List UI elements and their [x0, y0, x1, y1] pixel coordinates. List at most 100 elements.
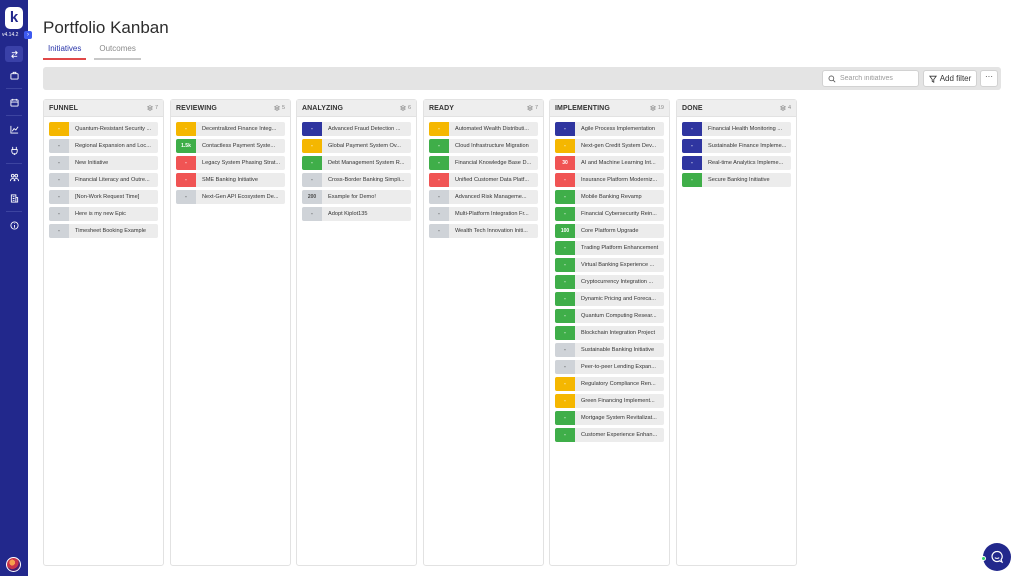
card-title: Advanced Risk Manageme... [455, 194, 527, 200]
card-badge: - [429, 207, 449, 221]
column-count: 6 [399, 105, 411, 111]
initiative-card[interactable]: - Insurance Platform Moderniz... [555, 173, 664, 187]
initiative-card[interactable]: - Quantum-Resistant Security ... [49, 122, 158, 136]
initiative-card[interactable]: - Advanced Risk Manageme... [429, 190, 538, 204]
initiative-card[interactable]: - Peer-to-peer Lending Expan... [555, 360, 664, 374]
card-list: - Automated Wealth Distributi... - Cloud In… [424, 117, 543, 246]
initiative-card[interactable]: - Wealth Tech Innovation Initi... [429, 224, 538, 238]
chat-launcher-button[interactable] [983, 543, 1011, 571]
initiative-card[interactable]: 100 Core Platform Upgrade [555, 224, 664, 238]
initiative-card[interactable]: - Here is my new Epic [49, 207, 158, 221]
initiative-card[interactable]: - Mortgage System Revitalizat... [555, 411, 664, 425]
card-badge: - [49, 190, 69, 204]
initiative-card[interactable]: - Legacy System Phasing Strat... [176, 156, 285, 170]
tab-outcomes[interactable]: Outcomes [94, 44, 141, 60]
initiative-card[interactable]: - Unified Customer Data Platf... [429, 173, 538, 187]
card-title: Adopt Kiplot135 [328, 211, 368, 217]
column-count-value: 6 [407, 105, 411, 111]
initiative-card[interactable]: - Debt Management System R... [302, 156, 411, 170]
column-header: FUNNEL 7 [44, 100, 163, 117]
initiative-card[interactable]: - Global Payment System Ov... [302, 139, 411, 153]
initiative-card[interactable]: - Cross-Border Banking Simpli... [302, 173, 411, 187]
initiative-card[interactable]: - Decentralized Finance Integ... [176, 122, 285, 136]
initiative-card[interactable]: - Financial Literacy and Outre... [49, 173, 158, 187]
sidebar-divider [6, 115, 22, 116]
initiative-card[interactable]: - Mobile Banking Revamp [555, 190, 664, 204]
sidebar-item-organization[interactable] [5, 190, 23, 206]
initiative-card[interactable]: - Financial Knowledge Base D... [429, 156, 538, 170]
initiative-card[interactable]: - Next-Gen API Ecosystem De... [176, 190, 285, 204]
initiative-card[interactable]: - Regional Expansion and Loc... [49, 139, 158, 153]
initiative-card[interactable]: - Virtual Banking Experience ... [555, 258, 664, 272]
column-title: FUNNEL [49, 104, 78, 112]
building-icon [10, 193, 18, 203]
initiative-card[interactable]: - Sustainable Finance Impleme... [682, 139, 791, 153]
card-badge: - [555, 122, 575, 136]
sidebar-item-teams[interactable] [5, 169, 23, 185]
initiative-card[interactable]: - Blockchain Integration Project [555, 326, 664, 340]
card-badge: - [555, 207, 575, 221]
column-analyzing: ANALYZING 6- Advanced Fraud Detection ... -… [296, 99, 417, 566]
sidebar-item-portfolio[interactable] [5, 46, 23, 62]
initiative-card[interactable]: 30 AI and Machine Learning Int... [555, 156, 664, 170]
card-badge: - [302, 207, 322, 221]
card-title: Sustainable Finance Impleme... [708, 143, 787, 149]
board-toolbar: Add filter ··· [43, 67, 1001, 90]
add-filter-button[interactable]: Add filter [923, 70, 977, 87]
card-badge: - [555, 275, 575, 289]
initiative-card[interactable]: - Financial Health Monitoring ... [682, 122, 791, 136]
initiative-card[interactable]: - Sustainable Banking Initiative [555, 343, 664, 357]
card-title: Cryptocurrency Integration ... [581, 279, 654, 285]
initiative-card[interactable]: - New Initiative [49, 156, 158, 170]
initiative-card[interactable]: - Automated Wealth Distributi... [429, 122, 538, 136]
initiative-card[interactable]: - Next-gen Credit System Dev... [555, 139, 664, 153]
initiative-card[interactable]: - Cryptocurrency Integration ... [555, 275, 664, 289]
initiative-card[interactable]: - [Non-Work Request Time] [49, 190, 158, 204]
search-input[interactable] [840, 75, 915, 82]
initiative-card[interactable]: - Real-time Analytics Impleme... [682, 156, 791, 170]
card-title: [Non-Work Request Time] [75, 194, 140, 200]
initiative-card[interactable]: - Quantum Computing Resear... [555, 309, 664, 323]
card-badge: 200 [302, 190, 322, 204]
initiative-card[interactable]: - Timesheet Booking Example [49, 224, 158, 238]
sidebar-item-calendar[interactable] [5, 94, 23, 110]
card-badge: - [555, 326, 575, 340]
initiative-card[interactable]: - Advanced Fraud Detection ... [302, 122, 411, 136]
sidebar-item-work[interactable] [5, 67, 23, 83]
card-title: Financial Knowledge Base D... [455, 160, 532, 166]
tab-initiatives[interactable]: Initiatives [43, 44, 87, 60]
initiative-card[interactable]: - Financial Cybersecurity Rein... [555, 207, 664, 221]
card-badge: - [429, 156, 449, 170]
initiative-card[interactable]: - Cloud Infrastructure Migration [429, 139, 538, 153]
sidebar-collapse-button[interactable]: › [24, 31, 32, 39]
more-options-button[interactable]: ··· [980, 70, 998, 87]
column-count-value: 7 [154, 105, 158, 111]
page-title: Portfolio Kanban [43, 18, 169, 37]
initiative-card[interactable]: 200 Example for Demo! [302, 190, 411, 204]
column-count-value: 19 [657, 105, 664, 111]
column-count: 7 [146, 105, 158, 111]
initiative-card[interactable]: - Trading Platform Enhancement [555, 241, 664, 255]
initiative-card[interactable]: - Agile Process Implementation [555, 122, 664, 136]
initiative-card[interactable]: - SME Banking Initiative [176, 173, 285, 187]
initiative-card[interactable]: - Dynamic Pricing and Foreca... [555, 292, 664, 306]
initiative-card[interactable]: - Secure Banking Initiative [682, 173, 791, 187]
layers-icon [399, 105, 406, 111]
initiative-card[interactable]: 1.5k Contactless Payment Syste... [176, 139, 285, 153]
initiative-card[interactable]: - Green Financing Implement... [555, 394, 664, 408]
initiative-card[interactable]: - Adopt Kiplot135 [302, 207, 411, 221]
app-version: v4.14.2 [2, 32, 19, 38]
card-title: Cross-Border Banking Simpli... [328, 177, 405, 183]
sidebar-divider [6, 88, 22, 89]
avatar[interactable] [6, 557, 21, 572]
app-logo[interactable]: k [5, 7, 23, 29]
search-box[interactable] [822, 70, 919, 87]
card-title: Regulatory Compliance Ren... [581, 381, 656, 387]
initiative-card[interactable]: - Customer Experience Enhan... [555, 428, 664, 442]
initiative-card[interactable]: - Regulatory Compliance Ren... [555, 377, 664, 391]
initiative-card[interactable]: - Multi-Platform Integration Fr... [429, 207, 538, 221]
sidebar-item-reports[interactable] [5, 121, 23, 137]
sidebar-item-info[interactable] [5, 217, 23, 233]
sidebar-item-integrations[interactable] [5, 142, 23, 158]
card-title: Debt Management System R... [328, 160, 405, 166]
